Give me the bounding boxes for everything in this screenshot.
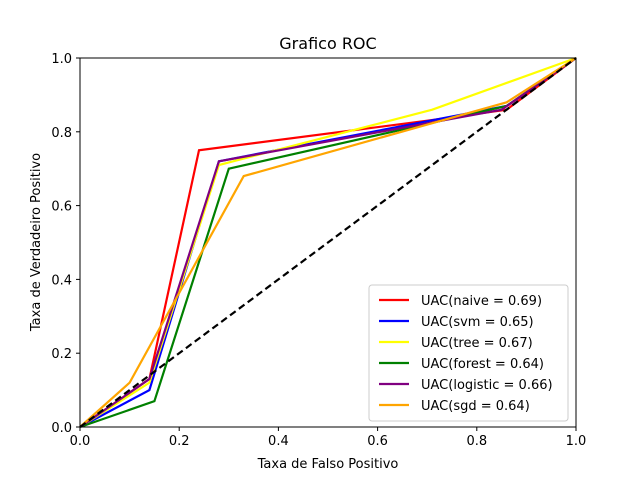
x-tick-label: 0.4 xyxy=(268,434,289,449)
legend-label-4: UAC(logistic = 0.66) xyxy=(421,378,553,393)
x-tick-label: 0.2 xyxy=(169,434,190,449)
legend-label-3: UAC(forest = 0.64) xyxy=(421,357,544,372)
x-tick-label: 0.8 xyxy=(466,434,487,449)
y-tick-label: 0.4 xyxy=(51,273,72,288)
series-line-4 xyxy=(79,57,577,428)
axes-frame xyxy=(79,57,577,428)
legend-box xyxy=(368,284,569,422)
legend-label-5: UAC(sgd = 0.64) xyxy=(421,399,530,414)
chart-title: Grafico ROC xyxy=(279,34,376,53)
legend-label-2: UAC(tree = 0.67) xyxy=(421,336,533,351)
y-tick-label: 1.0 xyxy=(51,52,72,67)
legend: UAC(naive = 0.69) UAC(svm = 0.65) UAC(tree… xyxy=(368,284,569,422)
baseline-diagonal-line xyxy=(79,57,577,428)
series-line-2 xyxy=(79,56,577,428)
x-axis-label: Taxa de Falso Positivo xyxy=(257,457,399,472)
y-axis-label: Taxa de Verdadeiro Positivo xyxy=(29,153,44,332)
y-tick-label: 0.0 xyxy=(51,421,72,436)
y-tick-label: 0.6 xyxy=(51,200,72,215)
x-tick-label: 1.0 xyxy=(566,434,587,449)
x-tick-label: 0.6 xyxy=(367,434,388,449)
x-tick-label: 0.0 xyxy=(70,434,91,449)
legend-label-0: UAC(naive = 0.69) xyxy=(421,294,542,309)
series-line-5 xyxy=(79,57,577,428)
legend-label-1: UAC(svm = 0.65) xyxy=(421,315,534,330)
ticks-layer: 0.0 0.2 0.4 0.6 0.8 1.0 0.0 0.2 0.4 0.6 0.8 1.0 xyxy=(51,52,586,449)
plot-area xyxy=(79,56,577,429)
y-tick-label: 0.2 xyxy=(51,347,72,362)
y-tick-label: 0.8 xyxy=(51,126,72,141)
